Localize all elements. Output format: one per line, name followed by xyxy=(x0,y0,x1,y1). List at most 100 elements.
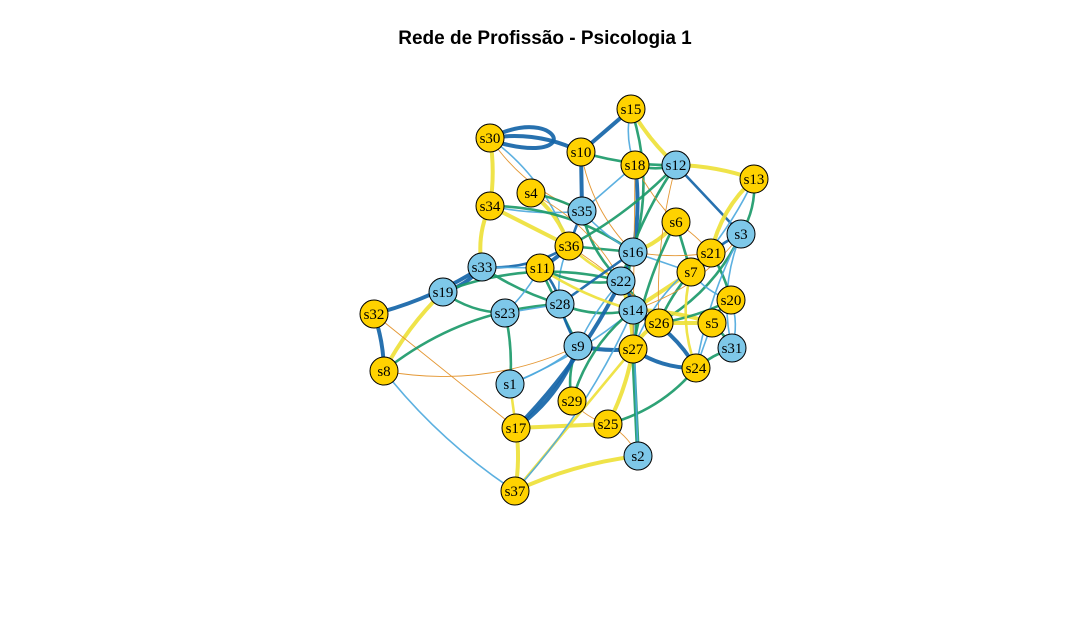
node-s23: s23 xyxy=(490,298,520,328)
node-s4: s4 xyxy=(516,178,546,208)
node-s1: s1 xyxy=(495,369,525,399)
node-label-s28: s28 xyxy=(550,297,571,313)
node-s25: s25 xyxy=(593,409,623,439)
node-label-s37: s37 xyxy=(505,484,526,500)
node-s22: s22 xyxy=(606,266,636,296)
node-circle-s32 xyxy=(359,299,389,329)
node-circle-s6 xyxy=(661,207,691,237)
node-label-s21: s21 xyxy=(701,246,722,262)
node-s5: s5 xyxy=(697,308,727,338)
node-circle-s12 xyxy=(661,150,691,180)
node-circle-s25 xyxy=(593,409,623,439)
node-label-s22: s22 xyxy=(611,274,632,290)
node-circle-s5 xyxy=(697,308,727,338)
edge-s6-s27 xyxy=(631,220,678,351)
node-label-s15: s15 xyxy=(621,102,642,118)
node-circle-s15 xyxy=(616,94,646,124)
node-circle-s23 xyxy=(490,298,520,328)
node-label-s12: s12 xyxy=(666,158,687,174)
edge-s30-s30 xyxy=(502,125,556,150)
node-s26: s26 xyxy=(644,308,674,338)
node-label-s35: s35 xyxy=(572,204,593,220)
node-s7: s7 xyxy=(676,257,706,287)
node-s27: s27 xyxy=(618,334,648,364)
node-label-s3: s3 xyxy=(734,227,747,243)
node-s20: s20 xyxy=(716,285,746,315)
edge-s8-s37 xyxy=(383,370,516,492)
node-s35: s35 xyxy=(567,196,597,226)
node-label-s36: s36 xyxy=(559,239,580,255)
node-circle-s21 xyxy=(696,238,726,268)
node-s33: s33 xyxy=(467,252,497,282)
node-label-s25: s25 xyxy=(598,417,619,433)
node-s31: s31 xyxy=(717,333,747,363)
node-circle-s29 xyxy=(557,386,587,416)
node-label-s30: s30 xyxy=(480,131,501,147)
node-label-s26: s26 xyxy=(649,316,670,332)
edge-s32-s17 xyxy=(373,313,517,429)
node-label-s7: s7 xyxy=(684,265,698,281)
node-s21: s21 xyxy=(696,238,726,268)
node-s30: s30 xyxy=(475,123,505,153)
node-label-s8: s8 xyxy=(377,364,390,380)
node-s2: s2 xyxy=(623,441,653,471)
node-label-s2: s2 xyxy=(631,449,644,465)
edge-s19-s8 xyxy=(382,290,445,373)
node-label-s1: s1 xyxy=(503,377,516,393)
node-s10: s10 xyxy=(566,137,596,167)
node-circle-s18 xyxy=(620,150,650,180)
node-circle-s2 xyxy=(623,441,653,471)
edge-s8-s9 xyxy=(383,345,579,377)
node-s12: s12 xyxy=(661,150,691,180)
node-circle-s28 xyxy=(545,289,575,319)
edge-s8-s28 xyxy=(382,302,562,373)
node-s18: s18 xyxy=(620,150,650,180)
edge-s37-s2 xyxy=(513,454,640,493)
node-circle-s8 xyxy=(369,356,399,386)
node-s3: s3 xyxy=(726,219,756,249)
node-circle-s34 xyxy=(475,191,505,221)
node-s32: s32 xyxy=(359,299,389,329)
node-circle-s1 xyxy=(495,369,525,399)
node-circle-s33 xyxy=(467,252,497,282)
node-circle-s9 xyxy=(563,331,593,361)
node-label-s14: s14 xyxy=(623,303,644,319)
node-s9: s9 xyxy=(563,331,593,361)
node-label-s23: s23 xyxy=(495,306,516,322)
node-label-s6: s6 xyxy=(669,215,683,231)
node-label-s24: s24 xyxy=(686,361,707,377)
node-circle-s36 xyxy=(554,231,584,261)
node-s28: s28 xyxy=(545,289,575,319)
node-label-s31: s31 xyxy=(722,341,743,357)
node-circle-s37 xyxy=(500,476,530,506)
node-circle-s35 xyxy=(567,196,597,226)
edge-s12-s36 xyxy=(567,163,678,248)
edge-s24-s3 xyxy=(695,233,742,369)
node-circle-s22 xyxy=(606,266,636,296)
node-s16: s16 xyxy=(618,237,648,267)
node-s13: s13 xyxy=(739,164,769,194)
node-circle-s3 xyxy=(726,219,756,249)
node-label-s27: s27 xyxy=(623,342,644,358)
node-label-s29: s29 xyxy=(562,394,583,410)
edge-s4-s22 xyxy=(530,192,622,282)
node-label-s20: s20 xyxy=(721,293,742,309)
node-circle-s30 xyxy=(475,123,505,153)
edge-s12-s26 xyxy=(657,164,677,324)
node-label-s17: s17 xyxy=(506,421,527,437)
node-s17: s17 xyxy=(501,413,531,443)
node-circle-s24 xyxy=(681,353,711,383)
node-circle-s11 xyxy=(525,253,555,283)
node-label-s9: s9 xyxy=(571,339,584,355)
node-circle-s27 xyxy=(618,334,648,364)
node-circle-s13 xyxy=(739,164,769,194)
node-circle-s20 xyxy=(716,285,746,315)
node-circle-s31 xyxy=(717,333,747,363)
node-s14: s14 xyxy=(618,295,648,325)
node-label-s4: s4 xyxy=(524,186,538,202)
node-circle-s4 xyxy=(516,178,546,208)
node-s8: s8 xyxy=(369,356,399,386)
node-label-s11: s11 xyxy=(530,261,550,277)
node-s34: s34 xyxy=(475,191,505,221)
